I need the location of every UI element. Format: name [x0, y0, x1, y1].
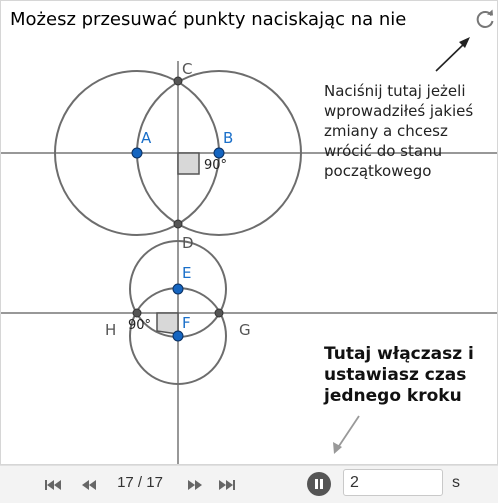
- point-d: [173, 219, 183, 229]
- angle-label-bottom: 90°: [128, 318, 151, 333]
- arrow-to-controls: [333, 415, 360, 454]
- skip-to-start-button[interactable]: [43, 476, 63, 494]
- step-hint-text: Tutaj włączasz i ustawiasz czas jednego …: [324, 344, 474, 406]
- point-b[interactable]: [213, 147, 225, 159]
- construction-canvas[interactable]: 90° 90° A B C D E F G H Możesz przesuwać…: [0, 0, 498, 465]
- point-f[interactable]: [172, 330, 184, 342]
- right-angle-marker-bottom: [156, 312, 179, 335]
- label-h: H: [105, 321, 116, 339]
- refresh-icon: [476, 9, 494, 28]
- label-e: E: [182, 264, 191, 282]
- pause-icon: [315, 479, 323, 489]
- label-f: F: [182, 314, 191, 332]
- angle-label-top: 90°: [204, 158, 227, 173]
- reset-hint-text: Naciśnij tutaj jeżeli wprowadziłeś jakie…: [324, 82, 474, 180]
- point-a[interactable]: [131, 147, 143, 159]
- page-title: Możesz przesuwać punkty naciskając na ni…: [10, 9, 407, 30]
- step-time-unit: s: [452, 474, 460, 491]
- step-counter: 17 / 17: [117, 474, 163, 491]
- playback-toolbar: 17 / 17 s: [0, 465, 498, 503]
- label-g: G: [239, 321, 251, 339]
- point-c: [173, 76, 183, 86]
- point-e[interactable]: [172, 283, 184, 295]
- step-back-button[interactable]: [80, 476, 98, 494]
- label-c: C: [182, 60, 192, 78]
- reset-button[interactable]: [473, 7, 497, 31]
- arrow-to-reset: [435, 37, 470, 72]
- label-b: B: [223, 129, 233, 147]
- point-g: [214, 308, 224, 318]
- label-d: D: [182, 234, 194, 252]
- right-angle-marker-top: [177, 152, 200, 175]
- geometry-drawing[interactable]: 90° 90° A B C D E F G H: [1, 1, 498, 465]
- point-h: [132, 308, 142, 318]
- step-time-input[interactable]: [343, 469, 443, 496]
- step-forward-button[interactable]: [186, 476, 204, 494]
- skip-to-end-button[interactable]: [217, 476, 237, 494]
- pause-button[interactable]: [307, 472, 331, 496]
- label-a: A: [141, 129, 152, 147]
